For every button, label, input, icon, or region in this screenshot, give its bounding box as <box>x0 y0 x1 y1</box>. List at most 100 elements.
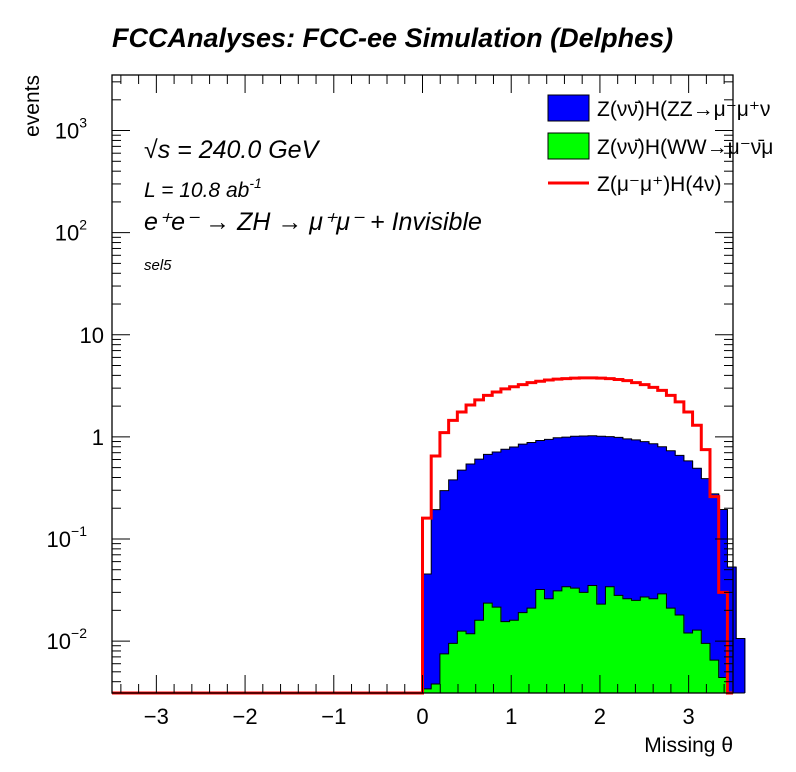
chart-title: FCCAnalyses: FCC-ee Simulation (Delphes) <box>112 23 673 53</box>
bar-zz-14 <box>544 439 554 693</box>
bar-ww-18 <box>579 592 589 693</box>
y-tick-label: 1 <box>92 425 104 450</box>
bar-ww-12 <box>527 608 537 693</box>
bar-ww-31 <box>692 630 702 693</box>
annotation-luminosity-base: L = 10.8 ab <box>144 179 250 202</box>
bar-ww-6 <box>474 620 485 693</box>
bar-ww-33 <box>709 660 720 693</box>
x-tick-label: −3 <box>144 704 169 729</box>
bar-zz-32 <box>701 478 711 693</box>
bar-zz-10 <box>509 446 519 693</box>
axis-ticks <box>112 75 733 693</box>
legend-label-2: Z(μ⁻μ⁺)H(4ν) <box>597 173 722 196</box>
annotation-selection: sel5 <box>144 257 172 274</box>
bar-ww-9 <box>500 621 511 693</box>
bar-zz-23 <box>622 438 633 693</box>
bar-ww-11 <box>518 612 528 693</box>
bar-ww-25 <box>640 597 650 693</box>
bar-zz-35 <box>727 567 737 693</box>
bar-zz-12 <box>527 442 537 693</box>
bar-ww-1 <box>431 683 441 693</box>
bar-ww-30 <box>683 632 694 693</box>
bar-ww-32 <box>701 643 711 693</box>
x-tick-label: 2 <box>594 704 606 729</box>
bar-ww-14 <box>544 598 554 693</box>
y-tick-label: 10−1 <box>47 523 88 552</box>
bar-ww-28 <box>666 608 676 693</box>
bar-zz-36 <box>736 638 746 693</box>
bar-zz-31 <box>692 468 702 693</box>
bar-zz-26 <box>649 443 659 693</box>
ww-outline <box>422 585 745 694</box>
y-tick-label-base: 10 <box>55 119 79 144</box>
bar-zz-20 <box>596 436 607 693</box>
bar-zz-5 <box>466 464 476 693</box>
bar-ww-7 <box>483 603 493 693</box>
zz-outline <box>422 435 746 693</box>
bar-ww-0 <box>422 688 432 693</box>
bar-zz-1 <box>431 509 441 693</box>
bar-ww-20 <box>596 604 607 693</box>
bar-zz-11 <box>518 444 528 693</box>
bar-ww-26 <box>649 598 659 693</box>
bar-zz-2 <box>439 490 450 693</box>
annotation-sqrt-s: √s = 240.0 GeV <box>144 136 321 164</box>
legend-swatch-1 <box>547 132 590 160</box>
bar-zz-29 <box>675 455 685 693</box>
bar-ww-27 <box>657 593 668 693</box>
y-tick-label: 102 <box>55 217 87 246</box>
bar-zz-6 <box>474 459 485 693</box>
bar-zz-25 <box>640 441 650 693</box>
bar-ww-17 <box>570 588 580 693</box>
y-tick-label: 10 <box>80 323 104 348</box>
x-tick-label: −2 <box>233 704 258 729</box>
x-tick-label: 1 <box>505 704 517 729</box>
bar-zz-30 <box>683 460 694 693</box>
legend-label-0: Z(νν̄)H(ZZ→μ⁻μ⁺ν <box>597 98 771 121</box>
histogram-lines <box>112 376 733 695</box>
y-tick-label-exponent: −1 <box>71 523 87 539</box>
bar-zz-8 <box>492 451 502 693</box>
y-tick-label-base: 10 <box>47 629 71 654</box>
bar-zz-22 <box>614 437 624 693</box>
bar-zz-33 <box>709 493 720 693</box>
bar-ww-24 <box>631 600 641 693</box>
bar-zz-16 <box>561 437 572 693</box>
y-tick-label: 10−2 <box>47 625 88 654</box>
x-axis-title: Missing θ <box>644 734 733 757</box>
bar-ww-19 <box>588 585 598 693</box>
bar-ww-21 <box>605 586 615 693</box>
bar-ww-2 <box>439 653 450 693</box>
legend: Z(νν̄)H(ZZ→μ⁻μ⁺ν Z(νν̄)H(WW→μ⁻ν̄μ Z(μ⁻μ⁺)H… <box>547 94 773 196</box>
histogram-fills <box>422 435 746 694</box>
bar-ww-13 <box>535 589 546 693</box>
bar-ww-22 <box>614 595 624 693</box>
legend-label-1: Z(νν̄)H(WW→μ⁻ν̄μ <box>597 136 773 159</box>
bar-ww-5 <box>466 633 476 693</box>
y-tick-label-base: 10 <box>55 221 79 246</box>
bar-zz-17 <box>570 436 580 693</box>
y-tick-label-exponent: 3 <box>79 115 87 131</box>
bar-ww-16 <box>561 586 572 693</box>
y-tick-label-base: 1 <box>92 425 104 450</box>
legend-swatch-0 <box>547 94 590 122</box>
bar-ww-10 <box>509 620 519 693</box>
x-tick-label: 3 <box>683 704 695 729</box>
bar-zz-9 <box>500 449 511 693</box>
x-tick-label: −1 <box>321 704 346 729</box>
bar-zz-15 <box>553 437 563 693</box>
y-tick-label-base: 10 <box>47 527 71 552</box>
bar-zz-19 <box>588 435 598 693</box>
y-axis-title: events <box>21 75 44 137</box>
bar-zz-34 <box>718 509 729 693</box>
line-4nu <box>112 376 733 695</box>
y-tick-label-exponent: −2 <box>71 625 87 641</box>
bar-zz-13 <box>535 440 546 693</box>
annotation-luminosity: L = 10.8 ab-1 <box>144 175 262 202</box>
bar-zz-7 <box>483 454 493 693</box>
bar-zz-18 <box>579 435 589 693</box>
annotation-luminosity-exponent: -1 <box>249 175 261 191</box>
x-tick-label: 0 <box>416 704 428 729</box>
